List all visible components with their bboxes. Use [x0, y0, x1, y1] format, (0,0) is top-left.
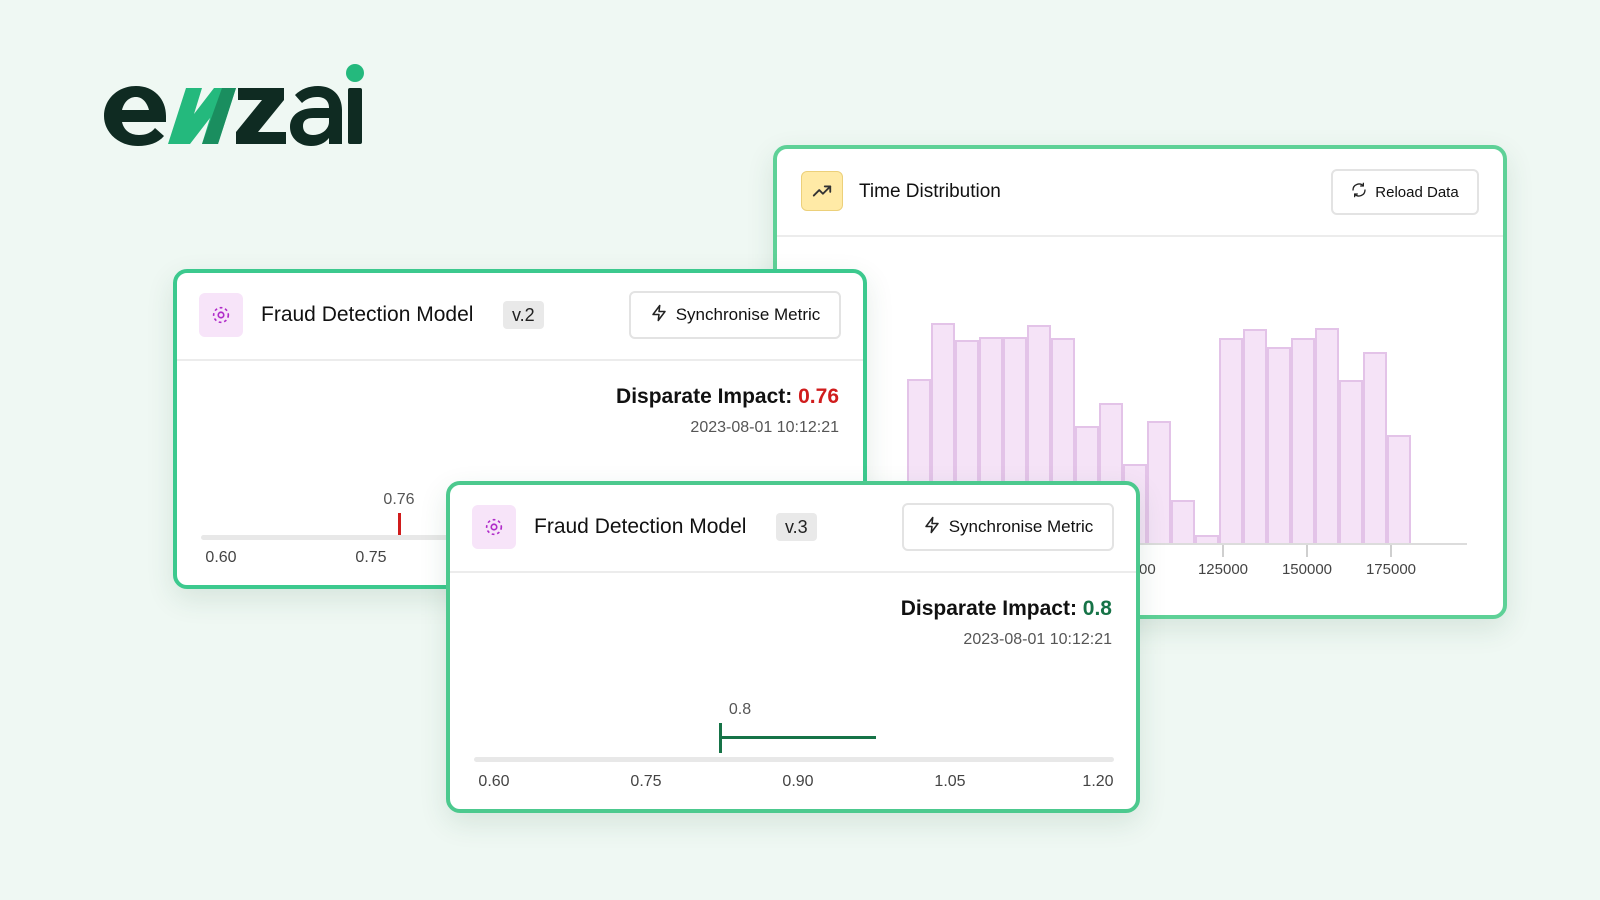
- x-axis-tick: [1222, 545, 1224, 557]
- metric-value: 0.76: [798, 385, 839, 408]
- histogram-bar: [1219, 338, 1243, 543]
- card-title: Time Distribution: [859, 181, 1001, 202]
- card-header: Time Distribution Reload Data: [777, 149, 1503, 237]
- range-bar: [720, 736, 876, 739]
- histogram-bar: [1387, 434, 1411, 543]
- histogram-bar: [1339, 380, 1363, 543]
- trending-up-icon: [801, 171, 843, 211]
- sync-label: Synchronise Metric: [675, 305, 821, 324]
- lightning-icon: [650, 304, 668, 327]
- synchronise-metric-button[interactable]: Synchronise Metric: [629, 291, 841, 339]
- metric-label: Disparate Impact:: [616, 385, 793, 408]
- disparate-impact-metric: Disparate Impact: 0.8: [901, 597, 1112, 621]
- marker-label: 0.8: [728, 701, 752, 718]
- enzai-logo: [104, 64, 364, 146]
- synchronise-metric-button[interactable]: Synchronise Metric: [902, 503, 1114, 551]
- card-title: Fraud Detection Model: [534, 515, 747, 538]
- version-badge: v.2: [503, 301, 544, 329]
- histogram-bar: [1147, 421, 1171, 543]
- histogram-bar: [1195, 534, 1219, 543]
- card-title: Fraud Detection Model: [261, 303, 474, 326]
- model-icon: [199, 293, 243, 337]
- axis-label: 0.60: [478, 773, 510, 790]
- x-axis-tick: [1390, 545, 1392, 557]
- axis-label: 0.75: [630, 773, 662, 790]
- model-icon: [472, 505, 516, 549]
- timestamp: 2023-08-01 10:12:21: [963, 631, 1112, 648]
- x-axis-tick-label: 125000: [1197, 561, 1249, 578]
- range-track: [474, 757, 1114, 762]
- histogram-bar: [1363, 351, 1387, 543]
- histogram-bar: [1243, 329, 1267, 543]
- metric-label: Disparate Impact:: [900, 597, 1077, 620]
- x-axis-line: [907, 543, 1467, 545]
- reload-label: Reload Data: [1375, 183, 1459, 201]
- disparate-impact-metric: Disparate Impact: 0.76: [616, 385, 839, 409]
- reload-data-button[interactable]: Reload Data: [1331, 169, 1479, 215]
- axis-label: 0.75: [355, 549, 387, 566]
- metric-value: 0.8: [1082, 597, 1112, 620]
- histogram-bar: [1315, 328, 1339, 543]
- marker-line: [398, 513, 401, 537]
- lightning-icon: [923, 516, 941, 539]
- sync-label: Synchronise Metric: [948, 517, 1094, 536]
- card-header: Fraud Detection Model v.3 Synchronise Me…: [450, 485, 1136, 573]
- axis-label: 1.05: [934, 773, 966, 790]
- axis-label: 0.60: [205, 549, 237, 566]
- histogram-bar: [1267, 346, 1291, 543]
- axis-label: 0.90: [782, 773, 814, 790]
- marker-label: 0.76: [383, 491, 415, 508]
- refresh-icon: [1351, 182, 1367, 202]
- version-badge: v.3: [776, 513, 817, 541]
- axis-label: 1.20: [1082, 773, 1114, 790]
- model-card-v3: Fraud Detection Model v.3 Synchronise Me…: [446, 481, 1140, 813]
- histogram-bar: [1171, 500, 1195, 543]
- card-header: Fraud Detection Model v.2 Synchronise Me…: [177, 273, 863, 361]
- x-axis-tick-label: 175000: [1365, 561, 1417, 578]
- timestamp: 2023-08-01 10:12:21: [690, 419, 839, 436]
- x-axis-tick: [1306, 545, 1308, 557]
- histogram-bar: [1291, 338, 1315, 543]
- x-axis-tick-label: 150000: [1281, 561, 1333, 578]
